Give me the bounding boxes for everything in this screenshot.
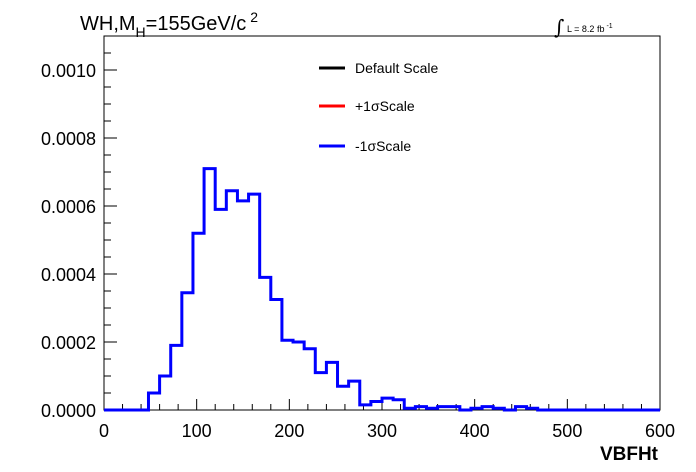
y-tick-label: 0.0010	[41, 61, 96, 81]
x-tick-label: 400	[460, 421, 490, 441]
x-tick-label: 300	[367, 421, 397, 441]
title-value: =155GeV/c	[146, 13, 247, 35]
series-minus1sigma-histogram	[104, 167, 660, 412]
luminosity-superscript: -1	[606, 23, 612, 30]
plot-frame	[103, 35, 661, 411]
legend: Default Scale +1σScale -1σScale	[319, 60, 438, 154]
y-tick-label: 0.0008	[41, 129, 96, 149]
x-tick-label: 0	[99, 421, 109, 441]
x-tick-label: 500	[552, 421, 582, 441]
chart-title: WH,MH=155GeV/c 2	[80, 9, 258, 40]
title-subscript: H	[136, 24, 146, 40]
title-superscript: 2	[250, 9, 258, 25]
title-main: WH,M	[80, 13, 136, 35]
y-tick-label: 0.0002	[41, 333, 96, 353]
x-tick-label: 100	[182, 421, 212, 441]
luminosity-label: L = 8.2 fb -1	[567, 23, 613, 34]
x-tick-label: 200	[274, 421, 304, 441]
legend-label-minus1sigma-scale: -1σScale	[355, 138, 411, 154]
legend-label-default-scale: Default Scale	[355, 60, 438, 76]
axis-ticks	[103, 35, 661, 411]
y-tick-label: 0.0006	[41, 197, 96, 217]
luminosity-text: L = 8.2 fb	[567, 24, 604, 34]
x-tick-label: 600	[645, 421, 675, 441]
y-tick-label: 0.0000	[41, 401, 96, 421]
luminosity-integral-sign: ∫	[554, 15, 564, 39]
y-tick-label: 0.0004	[41, 265, 96, 285]
x-axis-label: VBFHt	[600, 444, 659, 465]
legend-label-plus1sigma-scale: +1σScale	[355, 98, 415, 114]
axis-tick-labels: 0 100 200 300 400 500 600 0.0000 0.0002 0.0004 0.0…	[41, 61, 675, 441]
